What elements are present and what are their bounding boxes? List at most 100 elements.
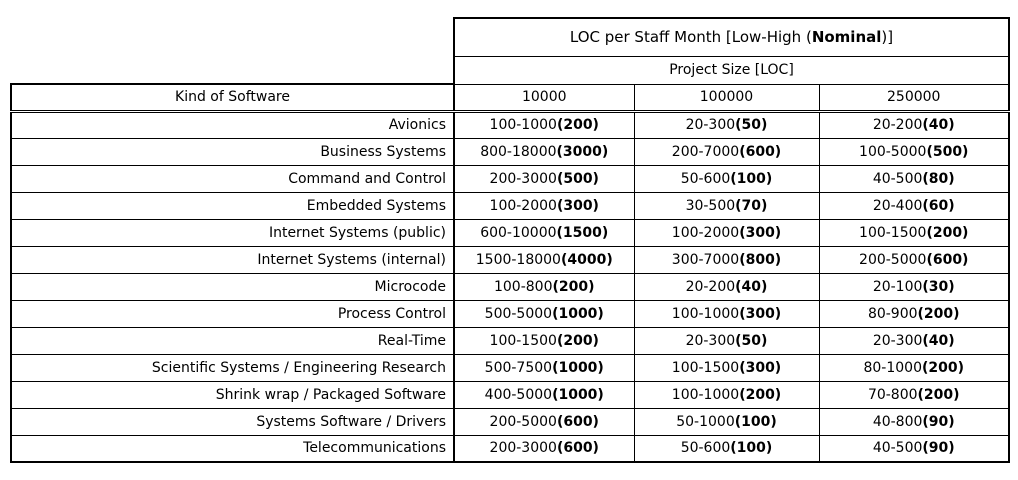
data-cell: 30-500(70) xyxy=(633,191,820,220)
nominal-value: (100) xyxy=(730,170,773,187)
row-label: Shrink wrap / Packaged Software xyxy=(10,380,455,409)
range-value: 400-5000 xyxy=(484,386,553,403)
nominal-value: (30) xyxy=(922,278,955,295)
range-value: 50-600 xyxy=(680,170,731,187)
column-header-row: Kind of Software 10000 100000 250000 xyxy=(10,83,1010,113)
nominal-value: (600) xyxy=(926,251,969,268)
nominal-value: (1000) xyxy=(552,305,604,322)
data-cell: 100-1500(200) xyxy=(818,218,1010,247)
data-cell: 100-1000(200) xyxy=(453,110,635,139)
nominal-value: (300) xyxy=(556,197,599,214)
range-value: 50-600 xyxy=(680,440,731,457)
table-title: LOC per Staff Month [Low-High (Nominal)] xyxy=(453,17,1010,57)
table-row: Real-Time 100-1500(200) 20-300(50) 20-300(4… xyxy=(10,326,1010,355)
data-cell: 40-500(80) xyxy=(818,164,1010,193)
data-cell: 50-600(100) xyxy=(633,434,820,463)
data-cell: 400-5000(1000) xyxy=(453,380,635,409)
nominal-value: (60) xyxy=(922,197,955,214)
range-value: 100-5000 xyxy=(859,143,927,160)
range-value: 200-7000 xyxy=(671,143,740,160)
data-cell: 20-300(50) xyxy=(633,110,820,139)
nominal-value: (40) xyxy=(922,117,955,133)
data-cell: 600-10000(1500) xyxy=(453,218,635,247)
nominal-value: (300) xyxy=(739,224,782,241)
range-value: 100-1500 xyxy=(489,332,557,349)
range-value: 40-500 xyxy=(872,170,923,187)
nominal-value: (200) xyxy=(917,386,960,403)
nominal-value: (200) xyxy=(556,332,599,349)
title-row: LOC per Staff Month [Low-High (Nominal)] xyxy=(11,17,1010,57)
data-cell: 100-5000(500) xyxy=(818,137,1010,166)
data-cell: 200-7000(600) xyxy=(633,137,820,166)
range-value: 20-200 xyxy=(872,117,923,133)
row-label: Command and Control xyxy=(10,164,455,193)
row-label: Microcode xyxy=(10,272,455,301)
range-value: 100-2000 xyxy=(489,197,557,214)
data-cell: 100-1500(300) xyxy=(633,353,820,382)
nominal-value: (200) xyxy=(552,278,595,295)
nominal-value: (90) xyxy=(922,440,955,457)
data-cell: 40-800(90) xyxy=(818,407,1010,436)
range-value: 20-300 xyxy=(685,332,736,349)
data-cell: 500-7500(1000) xyxy=(453,353,635,382)
data-cell: 50-1000(100) xyxy=(633,407,820,436)
subtitle-row: Project Size [LOC] xyxy=(11,55,1010,85)
range-value: 50-1000 xyxy=(676,413,735,430)
title-bold-text: Nominal xyxy=(811,28,882,47)
data-cell: 800-18000(3000) xyxy=(453,137,635,166)
range-value: 100-1500 xyxy=(859,224,927,241)
nominal-value: (200) xyxy=(917,305,960,322)
empty-corner xyxy=(11,18,454,56)
range-value: 70-800 xyxy=(867,386,918,403)
nominal-value: (800) xyxy=(739,251,782,268)
row-label: Embedded Systems xyxy=(10,191,455,220)
range-value: 100-1500 xyxy=(671,359,740,376)
column-header: 100000 xyxy=(633,83,820,113)
nominal-value: (50) xyxy=(735,117,768,133)
range-value: 80-900 xyxy=(867,305,918,322)
table-row: Internet Systems (internal) 1500-18000(40… xyxy=(10,245,1010,274)
data-cell: 500-5000(1000) xyxy=(453,299,635,328)
range-value: 80-1000 xyxy=(863,359,922,376)
nominal-value: (300) xyxy=(739,305,782,322)
nominal-value: (300) xyxy=(739,359,782,376)
data-cell: 80-900(200) xyxy=(818,299,1010,328)
range-value: 40-800 xyxy=(872,413,923,430)
table-row: Avionics 100-1000(200) 20-300(50) 20-200(40… xyxy=(10,110,1010,139)
row-label: Systems Software / Drivers xyxy=(10,407,455,436)
data-cell: 50-600(100) xyxy=(633,164,820,193)
data-cell: 300-7000(800) xyxy=(633,245,820,274)
table-row: Business Systems 800-18000(3000) 200-7000(… xyxy=(10,137,1010,166)
row-label: Internet Systems (internal) xyxy=(10,245,455,274)
range-value: 100-2000 xyxy=(671,224,740,241)
range-value: 200-3000 xyxy=(489,170,557,187)
data-cell: 100-2000(300) xyxy=(453,191,635,220)
range-value: 40-500 xyxy=(872,440,923,457)
range-value: 500-7500 xyxy=(484,359,553,376)
nominal-value: (90) xyxy=(922,413,955,430)
data-cell: 200-3000(600) xyxy=(453,434,635,463)
nominal-value: (600) xyxy=(556,413,599,430)
nominal-value: (200) xyxy=(739,386,782,403)
range-value: 100-1000 xyxy=(671,305,740,322)
data-cell: 20-400(60) xyxy=(818,191,1010,220)
data-cell: 40-500(90) xyxy=(818,434,1010,463)
row-label: Telecommunications xyxy=(10,434,455,463)
nominal-value: (600) xyxy=(556,440,599,457)
row-label: Internet Systems (public) xyxy=(10,218,455,247)
range-value: 20-300 xyxy=(685,117,736,133)
data-cell: 80-1000(200) xyxy=(818,353,1010,382)
data-cell: 100-1500(200) xyxy=(453,326,635,355)
range-value: 20-400 xyxy=(872,197,923,214)
data-cell: 20-300(40) xyxy=(818,326,1010,355)
nominal-value: (1000) xyxy=(552,386,604,403)
data-cell: 1500-18000(4000) xyxy=(453,245,635,274)
nominal-value: (40) xyxy=(735,278,768,295)
data-cell: 200-5000(600) xyxy=(453,407,635,436)
data-cell: 100-2000(300) xyxy=(633,218,820,247)
range-value: 100-1000 xyxy=(489,117,557,133)
row-label: Business Systems xyxy=(10,137,455,166)
data-cell: 20-200(40) xyxy=(633,272,820,301)
range-value: 30-500 xyxy=(685,197,736,214)
